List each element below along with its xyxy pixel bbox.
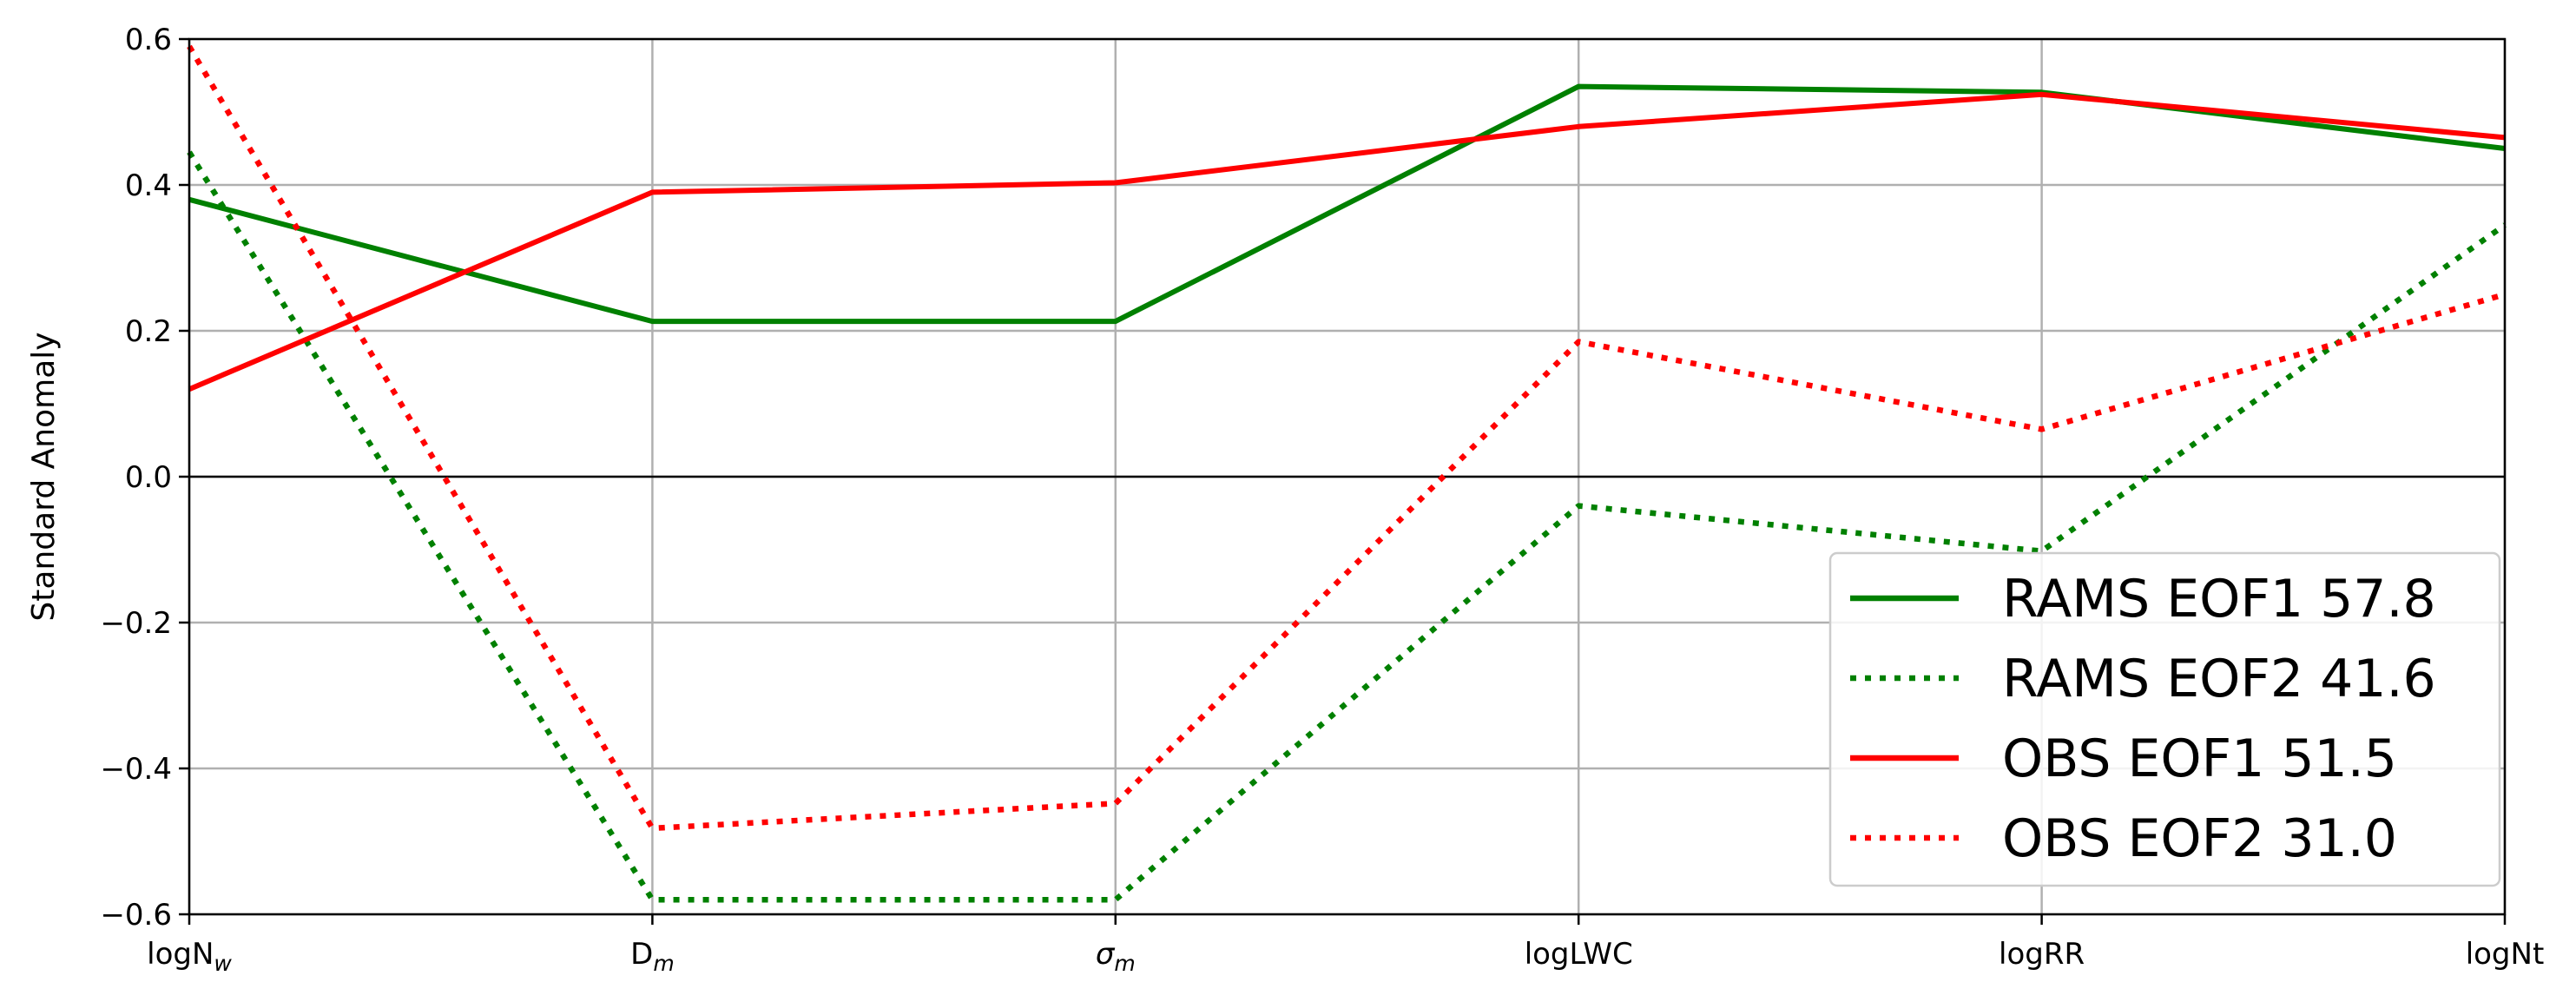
x-tick-label: Dm: [630, 937, 675, 976]
x-axis: logNw Dm σm logLWC logRR logNt: [147, 914, 2544, 976]
series-line-2: [187, 150, 2507, 903]
legend-label-4: OBS EOF2 31.0: [2002, 808, 2397, 869]
x-tick-label: σm: [1096, 937, 1136, 976]
y-axis: −0.6 −0.4 −0.2 0.0 0.2 0.4 0.6: [100, 23, 189, 933]
y-tick-label: −0.4: [100, 752, 172, 787]
y-tick-label: 0.0: [125, 460, 172, 495]
legend: RAMS EOF1 57.8 RAMS EOF2 41.6 OBS EOF1 51.…: [1828, 551, 2501, 887]
legend-label-2: RAMS EOF2 41.6: [2002, 649, 2436, 709]
x-tick-label: logLWC: [1525, 937, 1633, 972]
x-tick-label: logNt: [2466, 937, 2545, 972]
series-layer: [187, 44, 2507, 903]
series-line-4: [187, 44, 2506, 832]
series-line-3: [188, 91, 2506, 392]
y-axis-title: Standard Anomaly: [26, 332, 62, 621]
x-tick-label: logRR: [1999, 937, 2085, 972]
legend-label-3: OBS EOF1 51.5: [2002, 728, 2397, 789]
legend-box: [1828, 551, 2501, 887]
y-tick-label: 0.2: [125, 314, 172, 349]
y-tick-label: −0.2: [100, 606, 172, 641]
y-tick-label: −0.6: [100, 898, 172, 933]
y-tick-label: 0.6: [125, 23, 172, 57]
legend-label-1: RAMS EOF1 57.8: [2002, 569, 2436, 630]
x-tick-label: logNw: [147, 937, 232, 976]
y-tick-label: 0.4: [125, 168, 172, 203]
